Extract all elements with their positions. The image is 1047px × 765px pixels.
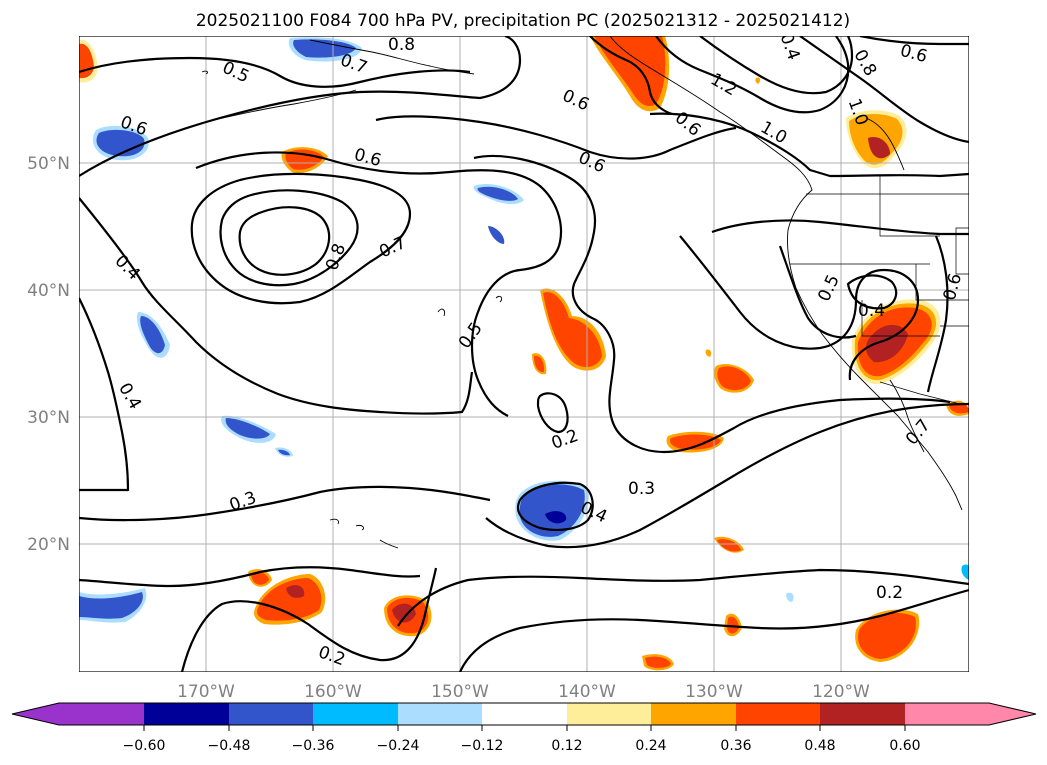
colorbar-segment: [229, 703, 313, 725]
lat-label-20n: 20°N: [27, 535, 70, 555]
colorbar-extend-low: [12, 703, 59, 725]
latitude-labels: 50°N 40°N 30°N 20°N: [27, 154, 70, 555]
figure-title: 2025021100 F084 700 hPa PV, precipitatio…: [196, 11, 850, 31]
lon-label-160w: 160°W: [304, 682, 362, 702]
pv-contours: [79, 36, 969, 672]
colorbar-segment: [567, 703, 651, 725]
colorbar-tick-label: −0.36: [292, 738, 335, 754]
colorbar-tick-label: 0.60: [889, 738, 920, 754]
lon-label-150w: 150°W: [431, 682, 489, 702]
colorbar-segment: [820, 703, 905, 725]
contour-label: 0.8: [388, 35, 415, 55]
lat-label-30n: 30°N: [27, 408, 70, 428]
longitude-labels: 170°W 160°W 150°W 140°W 130°W 120°W: [177, 682, 870, 702]
colorbar-tick-label: 0.36: [720, 738, 751, 754]
map-panel: 0.8 0.5 0.6 0.6 0.6 0.6 1.2 1.0 0.7 0.8 …: [79, 35, 969, 672]
lat-label-40n: 40°N: [27, 281, 70, 301]
colorbar-tick-label: −0.48: [208, 738, 251, 754]
graticule: [79, 36, 969, 672]
colorbar-segment: [736, 703, 820, 725]
colorbar-segment: [651, 703, 736, 725]
coastlines: [201, 36, 963, 549]
lon-label-140w: 140°W: [558, 682, 616, 702]
lon-label-170w: 170°W: [177, 682, 235, 702]
colorbar-tick-label: 0.24: [635, 738, 666, 754]
colorbar-segment: [59, 703, 144, 725]
lat-label-50n: 50°N: [27, 154, 70, 174]
colorbar-segment: [482, 703, 567, 725]
contour-label: 0.3: [628, 479, 655, 499]
colorbar-tick-label: −0.60: [123, 738, 166, 754]
lon-label-120w: 120°W: [812, 682, 870, 702]
colorbar: −0.60 −0.48 −0.36 −0.24 −0.12 0.12 0.24 …: [11, 702, 1037, 754]
colorbar-segment: [905, 703, 989, 725]
colorbar-segment: [313, 703, 398, 725]
colorbar-tick-label: 0.48: [804, 738, 835, 754]
colorbar-extend-high: [989, 703, 1036, 725]
contour-label: 0.4: [858, 301, 885, 321]
colorbar-segment: [398, 703, 482, 725]
colorbar-tick-label: −0.12: [461, 738, 504, 754]
precip-positive-shading: [79, 36, 969, 671]
colorbar-tick-label: −0.24: [377, 738, 420, 754]
lon-label-130w: 130°W: [685, 682, 743, 702]
colorbar-segment: [144, 703, 229, 725]
colorbar-tick-label: 0.12: [551, 738, 582, 754]
contour-label: 0.2: [876, 583, 903, 603]
